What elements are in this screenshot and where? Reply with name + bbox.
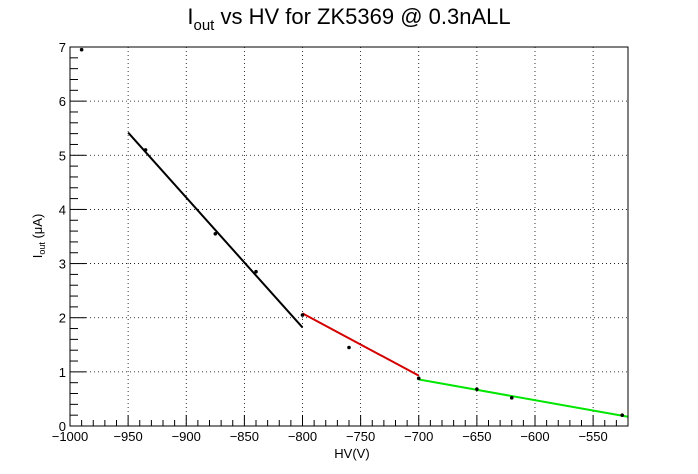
x-axis-label: HV(V) (334, 446, 369, 461)
x-tick-label: −800 (288, 429, 317, 444)
x-tick-label: −750 (346, 429, 375, 444)
x-tick-label: −600 (520, 429, 549, 444)
y-label-rest: (μA) (30, 214, 45, 242)
y-tick-label: 3 (59, 257, 66, 272)
x-tick-label: −850 (230, 429, 259, 444)
x-tick-labels: −1000 −950 −900 −850 −800 −750 −700 −650 −600 −55… (52, 429, 608, 444)
x-tick-label: −650 (462, 429, 491, 444)
data-point (300, 313, 305, 317)
data-point (347, 345, 351, 350)
x-tick-label: −950 (113, 429, 142, 444)
x-tick-label: −1000 (52, 429, 89, 444)
fit-line (127, 131, 304, 329)
data-point (509, 396, 514, 400)
x-tick-label: −900 (172, 429, 201, 444)
data-point (79, 47, 84, 52)
y-axis-label: Iout (μA) (30, 214, 47, 259)
data-point (213, 231, 218, 236)
x-tick-label: −700 (404, 429, 433, 444)
data-point (143, 148, 148, 152)
y-label-main: I (30, 255, 45, 259)
title-subscript: out (194, 17, 216, 34)
fit-line (302, 312, 420, 377)
fit-lines (127, 131, 629, 418)
data-point (254, 269, 258, 274)
data-point (416, 376, 421, 381)
y-tick-labels: 0 1 2 3 4 5 6 7 (59, 40, 66, 434)
title-main: I (187, 4, 193, 29)
y-tick-label: 1 (59, 365, 66, 380)
y-tick-label: 4 (59, 202, 66, 217)
y-tick-label: 5 (59, 148, 66, 163)
grid-lines (70, 47, 628, 426)
axis-ticks (69, 46, 629, 427)
x-tick-label: −550 (578, 429, 607, 444)
plot-frame (69, 46, 629, 427)
data-point (475, 387, 479, 391)
fit-line (418, 378, 629, 418)
y-tick-label: 2 (59, 311, 66, 326)
y-label-subscript: out (37, 242, 47, 255)
title-rest: vs HV for ZK5369 @ 0.3nALL (214, 4, 510, 29)
data-point (620, 413, 624, 417)
y-tick-label: 6 (59, 94, 66, 109)
y-tick-label: 0 (59, 419, 66, 434)
data-points (79, 47, 624, 417)
chart-title: Iout vs HV for ZK5369 @ 0.3nALL (187, 4, 510, 34)
y-tick-label: 7 (59, 40, 66, 55)
